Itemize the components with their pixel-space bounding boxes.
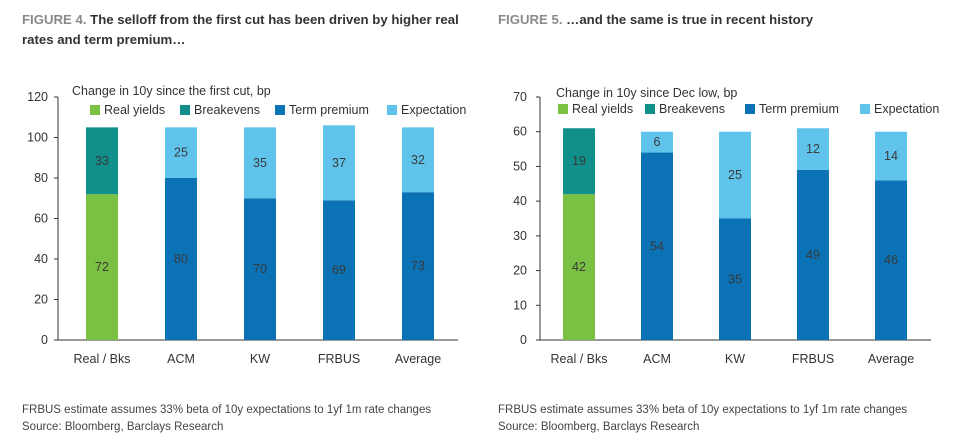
- bar-segment: [402, 192, 434, 340]
- figure-note: FRBUS estimate assumes 33% beta of 10y e…: [498, 404, 908, 416]
- y-axis-label: Change in 10y since the first cut, bp: [72, 84, 271, 98]
- bar-segment: [797, 169, 829, 340]
- data-label: 25: [728, 168, 742, 182]
- figure-source: Source: Bloomberg, Barclays Research: [498, 421, 700, 433]
- legend-swatch: [90, 105, 100, 115]
- figure-number: FIGURE 4.: [22, 12, 87, 27]
- data-label: 19: [572, 154, 586, 168]
- data-label: 73: [411, 259, 425, 273]
- bar-segment: [244, 198, 276, 340]
- y-tick-label: 60: [513, 125, 527, 139]
- data-label: 25: [174, 146, 188, 160]
- data-label: 54: [650, 239, 664, 253]
- x-tick-label: Real / Bks: [551, 352, 608, 366]
- bar-segment: [402, 127, 434, 193]
- data-label: 35: [728, 272, 742, 286]
- data-label: 33: [95, 154, 109, 168]
- bar-segment: [563, 128, 595, 195]
- figure-source: Source: Bloomberg, Barclays Research: [22, 421, 224, 433]
- legend-swatch: [860, 104, 870, 114]
- y-tick-label: 20: [513, 264, 527, 278]
- data-label: 14: [884, 149, 898, 163]
- y-tick-label: 70: [513, 90, 527, 104]
- figure-notes: FRBUS estimate assumes 33% beta of 10y e…: [498, 402, 907, 436]
- figure-title-text: …and the same is true in recent history: [566, 12, 814, 27]
- bar-segment: [244, 127, 276, 199]
- figure-title-text: The selloff from the first cut has been …: [22, 12, 459, 47]
- legend-swatch: [645, 104, 655, 114]
- figure-notes: FRBUS estimate assumes 33% beta of 10y e…: [22, 402, 431, 436]
- stacked-bar-chart: Change in 10y since the first cut, bp 0 20…: [27, 84, 466, 366]
- data-label: 6: [654, 135, 661, 149]
- bar-segment: [86, 127, 118, 195]
- legend-label: Breakevens: [194, 103, 260, 117]
- y-tick-label: 40: [34, 252, 48, 266]
- stacked-bar-chart: Change in 10y since Dec low, bp 0 10 20 30 40…: [513, 86, 939, 366]
- figure-title: FIGURE 5. …and the same is true in recen…: [498, 10, 953, 30]
- figure-title: FIGURE 4. The selloff from the first cut…: [22, 10, 477, 50]
- legend-label: Expectation: [874, 102, 939, 116]
- legend-swatch: [558, 104, 568, 114]
- data-label: 32: [411, 153, 425, 167]
- bar-segment: [875, 180, 907, 340]
- data-label: 12: [806, 142, 820, 156]
- y-tick-label: 20: [34, 293, 48, 307]
- data-label: 37: [332, 156, 346, 170]
- legend-label: Breakevens: [659, 102, 725, 116]
- y-tick-label: 30: [513, 229, 527, 243]
- data-label: 72: [95, 260, 109, 274]
- x-tick-label: FRBUS: [792, 352, 834, 366]
- bar-segment: [86, 194, 118, 340]
- legend-label: Real yields: [104, 103, 165, 117]
- y-tick-label: 60: [34, 212, 48, 226]
- x-tick-label: Real / Bks: [74, 352, 131, 366]
- bar-segment: [641, 152, 673, 340]
- legend-swatch: [275, 105, 285, 115]
- y-tick-label: 40: [513, 194, 527, 208]
- legend-label: Term premium: [759, 102, 839, 116]
- y-tick-label: 80: [34, 171, 48, 185]
- bar-segment: [875, 131, 907, 181]
- data-label: 70: [253, 262, 267, 276]
- y-tick-label: 0: [41, 333, 48, 347]
- x-tick-label: ACM: [167, 352, 195, 366]
- x-tick-label: FRBUS: [318, 352, 360, 366]
- x-tick-label: Average: [395, 352, 441, 366]
- y-tick-label: 10: [513, 298, 527, 312]
- bar-segment: [323, 200, 355, 340]
- bar-segment: [563, 194, 595, 340]
- x-tick-label: KW: [250, 352, 270, 366]
- figure-number: FIGURE 5.: [498, 12, 563, 27]
- data-label: 49: [806, 248, 820, 262]
- y-tick-label: 0: [520, 333, 527, 347]
- y-axis-label: Change in 10y since Dec low, bp: [556, 86, 737, 100]
- y-tick-label: 100: [27, 131, 48, 145]
- y-tick-label: 50: [513, 159, 527, 173]
- legend-swatch: [745, 104, 755, 114]
- data-label: 80: [174, 252, 188, 266]
- data-label: 46: [884, 253, 898, 267]
- bar-segment: [165, 127, 197, 178]
- legend-label: Expectation: [401, 103, 466, 117]
- bar-segment: [165, 178, 197, 340]
- y-tick-label: 120: [27, 90, 48, 104]
- bar-segment: [719, 131, 751, 219]
- legend-label: Real yields: [572, 102, 633, 116]
- bar-segment: [641, 131, 673, 153]
- bar-segment: [719, 218, 751, 340]
- x-tick-label: Average: [868, 352, 914, 366]
- x-tick-label: ACM: [643, 352, 671, 366]
- legend-swatch: [180, 105, 190, 115]
- legend-label: Term premium: [289, 103, 369, 117]
- data-label: 42: [572, 260, 586, 274]
- legend-swatch: [387, 105, 397, 115]
- data-label: 69: [332, 263, 346, 277]
- x-tick-label: KW: [725, 352, 745, 366]
- figure-note: FRBUS estimate assumes 33% beta of 10y e…: [22, 404, 432, 416]
- figure-4-panel: FIGURE 4. The selloff from the first cut…: [22, 10, 477, 436]
- bar-segment: [323, 125, 355, 201]
- data-label: 35: [253, 156, 267, 170]
- figure-5-panel: FIGURE 5. …and the same is true in recen…: [480, 0, 960, 446]
- bar-segment: [797, 128, 829, 170]
